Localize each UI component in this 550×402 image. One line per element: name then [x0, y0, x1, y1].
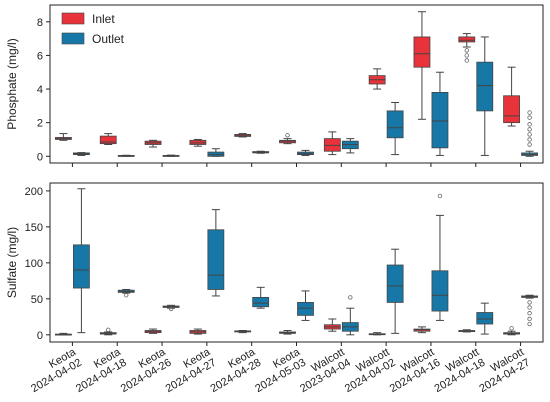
- outlier: [527, 142, 532, 147]
- box: [476, 61, 494, 112]
- outlier: [124, 293, 129, 298]
- legend-label: Inlet: [92, 12, 115, 26]
- outlier: [168, 306, 174, 312]
- outlier: [509, 326, 514, 331]
- plot-frame: [49, 4, 544, 164]
- box: [207, 229, 225, 290]
- outlier: [527, 132, 532, 137]
- y-tick-label: 0: [37, 151, 43, 163]
- box: [476, 312, 494, 325]
- box: [297, 302, 314, 316]
- box: [386, 264, 404, 303]
- box: [99, 135, 117, 145]
- y-tick-label: 150: [25, 222, 43, 234]
- outlier: [106, 327, 111, 332]
- outlier: [527, 311, 532, 316]
- box: [386, 110, 404, 139]
- box: [458, 36, 476, 43]
- outlier: [464, 58, 469, 63]
- outlier: [527, 321, 532, 327]
- outlier: [348, 295, 353, 300]
- outlier: [464, 53, 469, 58]
- outlier: [527, 127, 532, 132]
- outlier: [527, 110, 532, 115]
- y-tick-label: 4: [37, 84, 43, 96]
- y-tick-label: 8: [37, 17, 43, 29]
- y-tick-label: 100: [25, 258, 43, 270]
- outlier: [527, 115, 532, 120]
- y-tick-label: 2: [37, 118, 43, 130]
- box: [413, 36, 431, 68]
- box: [431, 92, 449, 149]
- y-tick-label: 6: [37, 50, 43, 62]
- legend-swatch: [61, 12, 85, 25]
- box: [431, 270, 449, 312]
- outlier: [527, 316, 532, 322]
- y-axis-label: Phosphate (mg/l): [5, 38, 19, 129]
- y-tick-label: 200: [25, 186, 43, 198]
- outlier: [464, 48, 469, 53]
- box: [252, 296, 270, 308]
- legend-swatch: [61, 32, 85, 45]
- outlier: [527, 137, 532, 142]
- box: [503, 95, 520, 124]
- outlier: [437, 193, 443, 199]
- outlier: [527, 305, 532, 310]
- plot-frame: [49, 182, 544, 343]
- outlier: [527, 122, 532, 127]
- legend-label: Outlet: [92, 32, 125, 46]
- y-tick-label: 0: [37, 330, 43, 342]
- y-tick-label: 50: [31, 294, 43, 306]
- y-axis-label: Sulfate (mg/l): [5, 227, 19, 298]
- box: [73, 244, 90, 289]
- outlier: [527, 300, 532, 305]
- outlier: [285, 133, 290, 138]
